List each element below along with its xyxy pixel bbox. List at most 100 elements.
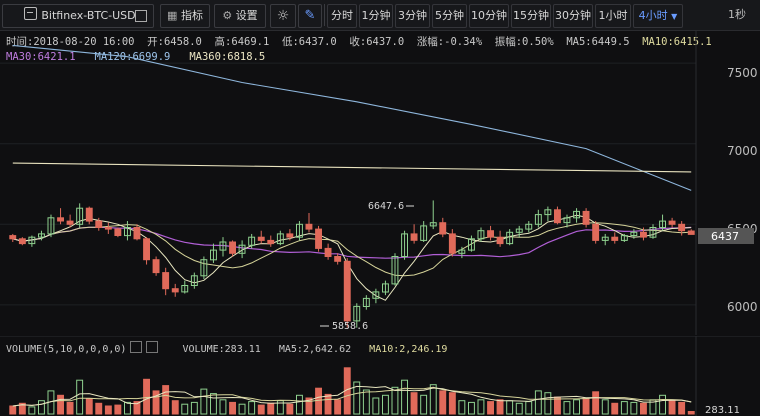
volume-bar: [57, 394, 64, 415]
candle-body: [687, 230, 695, 235]
candle-body: [28, 236, 36, 245]
ohlc-legend: 时间:2018-08-20 16:00 开:6458.0 高:6469.1 低:…: [6, 34, 712, 49]
volume-bar: [687, 411, 695, 415]
candle-body: [496, 236, 504, 245]
candle-body: [343, 260, 351, 322]
volume-ma5-line: [12, 385, 692, 407]
drawing-tool-button[interactable]: ✎: [298, 4, 322, 28]
ma120-line: [12, 44, 692, 191]
price-tick: 7500: [727, 66, 758, 80]
ohlc-open: 开:6458.0: [147, 36, 202, 48]
volume-bar: [496, 399, 504, 415]
volume-bar: [401, 379, 409, 415]
candle-body: [152, 259, 160, 274]
volume-chart[interactable]: 283.11: [0, 336, 760, 416]
candle-body: [515, 228, 523, 233]
candle-body: [649, 227, 657, 238]
settings-label: 设置: [235, 9, 258, 22]
volume-bar: [611, 402, 619, 415]
volume-bar: [391, 386, 399, 415]
candle-body: [439, 222, 447, 235]
candle-body: [554, 209, 561, 224]
volume-ma10: MA10:2,246.19: [369, 344, 448, 355]
volume-bar: [582, 397, 590, 415]
volume-bar: [124, 401, 131, 415]
interval-5min[interactable]: 5分钟: [432, 4, 467, 28]
interval-15min[interactable]: 15分钟: [511, 4, 551, 28]
candle-body: [76, 207, 84, 225]
candle-body: [124, 227, 131, 237]
close-icon[interactable]: [146, 341, 159, 353]
interval-3min[interactable]: 3分钟: [395, 4, 430, 28]
candle-body: [181, 285, 189, 293]
volume-current-tag: 283.11: [705, 405, 740, 416]
interval-30min[interactable]: 30分钟: [553, 4, 593, 28]
candle-body: [372, 291, 380, 299]
interval-1h[interactable]: 1小时: [595, 4, 631, 28]
ohlc-close: 收:6437.0: [349, 36, 405, 48]
volume-bar: [477, 399, 485, 415]
settings-button[interactable]: ⚙ 设置: [214, 4, 266, 28]
candle-body: [525, 223, 533, 230]
volume-bar: [620, 401, 628, 415]
candle-body: [659, 220, 666, 229]
candle-body: [85, 207, 93, 222]
volume-bar: [104, 405, 112, 415]
chevron-down-icon: ▼: [671, 12, 678, 21]
indicators-button[interactable]: ▦ 指标: [160, 4, 210, 28]
candle-body: [133, 227, 141, 240]
candle-body: [487, 230, 495, 238]
candle-body: [544, 209, 552, 216]
candle-body: [104, 227, 112, 230]
settings-icon[interactable]: [130, 341, 143, 353]
candle-body: [190, 275, 198, 287]
high-label: 6647.6: [368, 201, 404, 212]
toolbar: Bitfinex-BTC-USD ▦ 指标 ⚙ 设置 ☼ ✎ 分时 1分钟 3分…: [0, 0, 760, 31]
candle-body: [382, 283, 389, 293]
candle-body: [210, 249, 217, 261]
volume-bar: [66, 401, 74, 415]
ma360-line: [12, 162, 692, 173]
low-annotation: 5858.6: [320, 321, 368, 332]
volume-bar: [315, 387, 323, 415]
candle-body: [534, 214, 542, 225]
open-external-icon[interactable]: [135, 10, 147, 22]
volume-bar: [238, 403, 246, 415]
candle-body: [66, 220, 74, 225]
candle-body: [458, 249, 466, 254]
current-price-tag-bg: [698, 228, 754, 244]
volume-bar: [334, 399, 342, 415]
volume-bar: [382, 394, 389, 415]
volume-bar: [210, 393, 217, 415]
volume-bar: [248, 401, 256, 415]
interval-1min[interactable]: 1分钟: [359, 4, 393, 28]
volume-bar: [324, 393, 332, 415]
candle-body: [238, 244, 246, 254]
interval-4h-dropdown[interactable]: 4小时 ▼: [633, 4, 683, 28]
candle-body: [506, 231, 514, 245]
volume-bar: [171, 400, 179, 415]
symbol-selector[interactable]: Bitfinex-BTC-USD: [2, 4, 154, 28]
volume-bar: [640, 402, 647, 415]
price-chart[interactable]: 7500 7000 6500 6000 6437 6647.6 5858.6: [0, 31, 760, 335]
candle-body: [305, 223, 313, 230]
candle-body: [477, 230, 485, 240]
interval-tick[interactable]: 分时: [327, 4, 357, 28]
candle-body: [573, 210, 580, 219]
volume-bar: [468, 401, 475, 415]
candle-body: [219, 241, 227, 251]
volume-bar: [143, 378, 151, 415]
volume-bar: [267, 402, 275, 415]
volume-bar: [668, 400, 676, 415]
volume-bar: [152, 390, 160, 415]
theme-toggle-button[interactable]: ☼: [270, 4, 296, 28]
volume-bar: [286, 403, 294, 415]
volume-bar: [554, 396, 561, 415]
volume-bar: [372, 397, 380, 415]
indicators-label: 指标: [180, 9, 203, 22]
volume-bars: [9, 367, 695, 415]
interval-10min[interactable]: 10分钟: [469, 4, 509, 28]
ohlc-time: 时间:2018-08-20 16:00: [6, 36, 135, 48]
volume-bar: [219, 399, 227, 415]
ohlc-high: 高:6469.1: [214, 36, 270, 48]
